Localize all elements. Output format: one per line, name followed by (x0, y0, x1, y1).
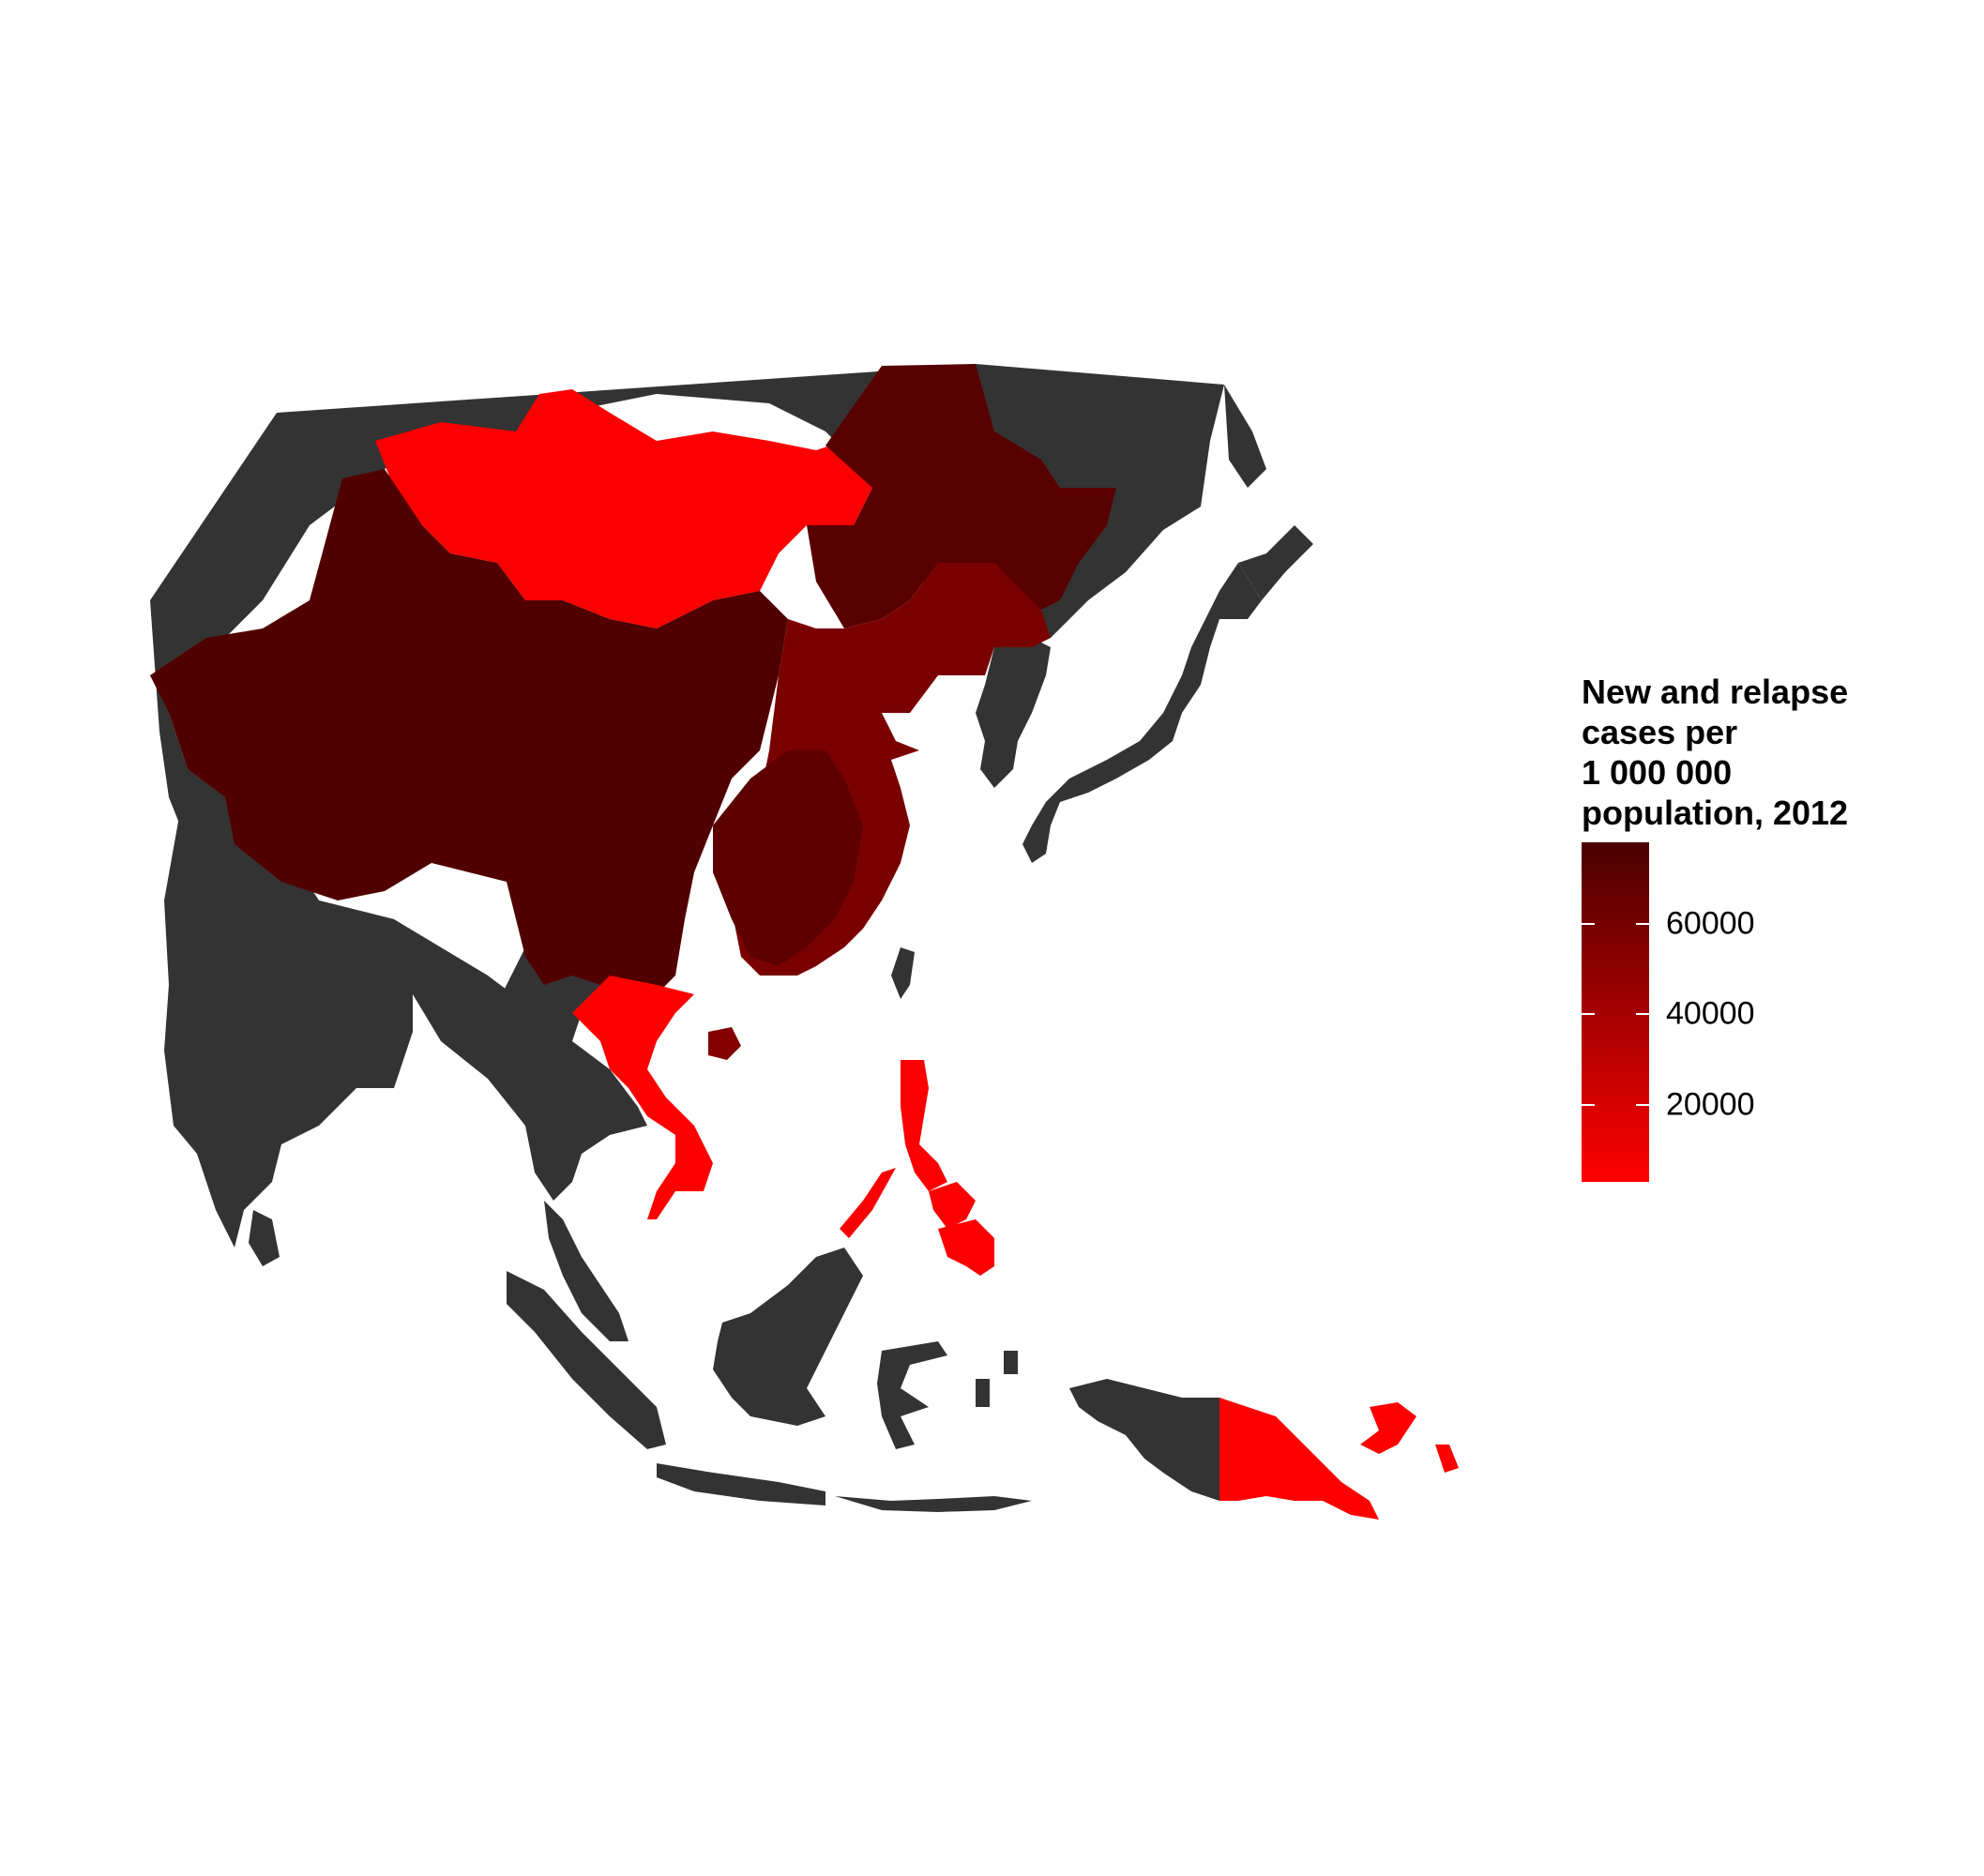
region-borneo (713, 1248, 863, 1426)
region-new-guinea-west (1069, 1379, 1219, 1501)
region-russia-far-east-peninsula (1224, 385, 1266, 488)
region-mongolia (375, 389, 872, 628)
legend-title-line: cases per (1582, 713, 1738, 751)
region-china-northeast (807, 364, 1116, 628)
legend: New and relapse cases per 1 000 000 popu… (1582, 672, 1919, 1182)
colorbar-tick-label: 60000 (1666, 905, 1755, 942)
colorbar (1582, 842, 1649, 1182)
colorbar-tick-label: 40000 (1666, 995, 1755, 1032)
legend-title-line: 1 000 000 (1582, 753, 1733, 792)
region-kyushu (1022, 825, 1051, 863)
region-china-west (150, 469, 788, 994)
region-hokkaido (1238, 525, 1313, 600)
region-sulawesi (877, 1341, 947, 1449)
region-sumatra (507, 1271, 666, 1449)
region-vietnam (572, 976, 713, 1219)
region-philippines-mindanao (938, 1219, 994, 1276)
region-png-new-britain (1360, 1402, 1416, 1454)
region-maluku (976, 1351, 1018, 1407)
region-malay-peninsula (544, 1201, 629, 1341)
legend-title: New and relapse cases per 1 000 000 popu… (1582, 672, 1919, 833)
region-java (657, 1463, 825, 1505)
legend-title-line: population, 2012 (1582, 794, 1849, 832)
region-japan (1032, 563, 1262, 825)
region-china-south-central (713, 750, 863, 966)
region-taiwan (891, 947, 915, 999)
region-kazakhstan-central-asia (150, 600, 563, 1154)
region-philippines-luzon (901, 1060, 947, 1191)
region-philippines-visayas (929, 1182, 976, 1229)
region-sri-lanka (249, 1210, 280, 1266)
region-png-bougainville (1435, 1445, 1459, 1473)
region-hainan (708, 1027, 741, 1060)
legend-title-line: New and relapse (1582, 673, 1849, 711)
region-lesser-sunda (835, 1496, 1032, 1512)
region-papua-new-guinea (1219, 1398, 1379, 1520)
colorbar-tick-label: 20000 (1666, 1086, 1755, 1123)
region-philippines-palawan (840, 1168, 896, 1238)
region-korea (976, 638, 1051, 788)
region-india (164, 769, 600, 1248)
colorbar-wrap: 20000 40000 60000 (1582, 842, 1863, 1182)
